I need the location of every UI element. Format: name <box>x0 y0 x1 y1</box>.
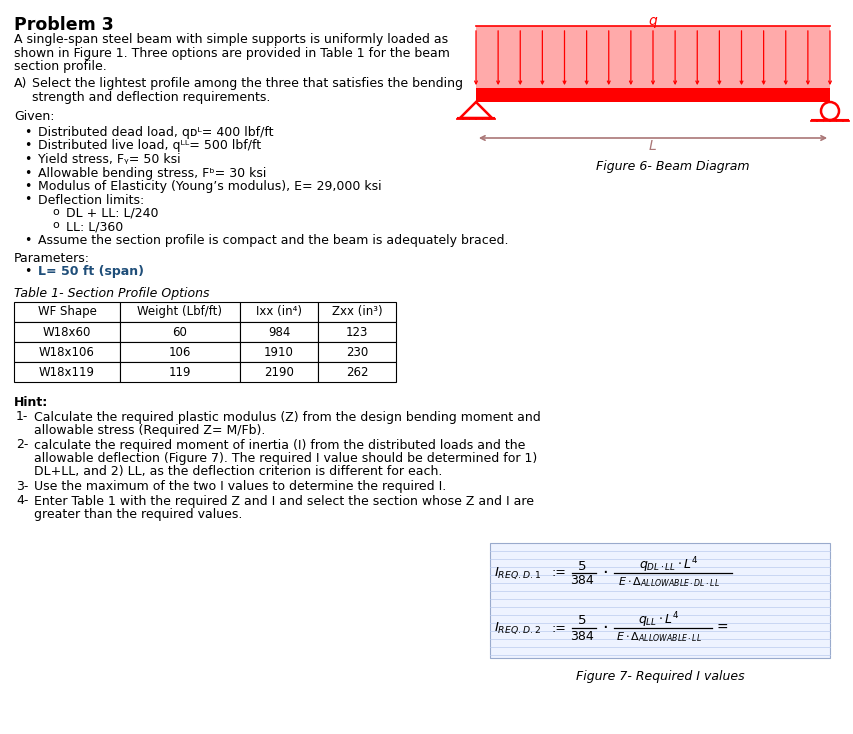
Text: Use the maximum of the two I values to determine the required I.: Use the maximum of the two I values to d… <box>34 480 446 493</box>
Text: allowable deflection (Figure 7). The required I value should be determined for 1: allowable deflection (Figure 7). The req… <box>34 452 537 465</box>
Bar <box>120 322 240 342</box>
Text: WF Shape: WF Shape <box>38 305 96 319</box>
Text: :=: := <box>551 622 566 634</box>
Text: $E\cdot\Delta_{ALLOWABLE\cdot DL\cdot LL}$: $E\cdot\Delta_{ALLOWABLE\cdot DL\cdot LL… <box>618 575 719 589</box>
Text: Problem 3: Problem 3 <box>14 16 113 34</box>
Text: •: • <box>24 234 32 247</box>
Text: Figure 7- Required I values: Figure 7- Required I values <box>575 670 744 683</box>
Bar <box>14 362 120 382</box>
Text: Allowable bending stress, Fᵇ= 30 ksi: Allowable bending stress, Fᵇ= 30 ksi <box>38 167 266 180</box>
Text: greater than the required values.: greater than the required values. <box>34 508 242 521</box>
Text: 119: 119 <box>169 366 191 379</box>
Text: A): A) <box>14 78 27 90</box>
Text: DL + LL: L/240: DL + LL: L/240 <box>66 207 159 220</box>
Text: Table 1- Section Profile Options: Table 1- Section Profile Options <box>14 286 209 299</box>
Text: •: • <box>24 139 32 153</box>
Text: 5: 5 <box>577 614 585 628</box>
Text: Select the lightest profile among the three that satisfies the bending: Select the lightest profile among the th… <box>32 78 462 90</box>
Text: •: • <box>24 126 32 139</box>
Text: $I_{REQ.D.2}$: $I_{REQ.D.2}$ <box>493 620 541 636</box>
Bar <box>14 322 120 342</box>
Text: ·: · <box>601 564 607 582</box>
Text: Figure 6- Beam Diagram: Figure 6- Beam Diagram <box>595 160 749 173</box>
Text: 106: 106 <box>169 346 191 358</box>
Text: ·: · <box>601 619 607 637</box>
Text: L: L <box>648 139 656 153</box>
Text: 230: 230 <box>345 346 368 358</box>
Text: 3-: 3- <box>16 480 28 493</box>
Text: section profile.: section profile. <box>14 60 107 73</box>
Text: L= 50 ft (span): L= 50 ft (span) <box>38 265 144 278</box>
Text: 4-: 4- <box>16 495 28 507</box>
Text: :=: := <box>551 567 566 580</box>
Text: 1-: 1- <box>16 410 28 424</box>
Bar <box>120 362 240 382</box>
Text: Distributed dead load, qᴅᴸ= 400 lbf/ft: Distributed dead load, qᴅᴸ= 400 lbf/ft <box>38 126 273 139</box>
Text: •: • <box>24 180 32 193</box>
Text: $q_{DL\cdot LL}\cdot L^{4}$: $q_{DL\cdot LL}\cdot L^{4}$ <box>639 555 698 575</box>
Bar <box>317 302 396 322</box>
Text: shown in Figure 1. Three options are provided in Table 1 for the beam: shown in Figure 1. Three options are pro… <box>14 46 450 59</box>
Text: o: o <box>52 207 59 217</box>
Bar <box>240 322 317 342</box>
Text: Zxx (in³): Zxx (in³) <box>331 305 382 319</box>
Bar <box>317 322 396 342</box>
Text: Hint:: Hint: <box>14 396 48 409</box>
Text: W18x106: W18x106 <box>39 346 95 358</box>
Text: 984: 984 <box>268 325 290 338</box>
Text: 5: 5 <box>577 559 585 573</box>
Text: Yield stress, Fᵧ= 50 ksi: Yield stress, Fᵧ= 50 ksi <box>38 153 181 166</box>
Bar <box>490 543 829 658</box>
Text: 1910: 1910 <box>264 346 293 358</box>
Text: •: • <box>24 265 32 278</box>
Bar <box>240 342 317 362</box>
Text: Enter Table 1 with the required Z and I and select the section whose Z and I are: Enter Table 1 with the required Z and I … <box>34 495 533 507</box>
Text: allowable stress (Required Z= M/Fb).: allowable stress (Required Z= M/Fb). <box>34 424 265 437</box>
Text: Distributed live load, qᴸᴸ= 500 lbf/ft: Distributed live load, qᴸᴸ= 500 lbf/ft <box>38 139 261 153</box>
Text: $I_{REQ.D.1}$: $I_{REQ.D.1}$ <box>493 565 541 581</box>
Text: =: = <box>717 621 728 635</box>
Text: Ixx (in⁴): Ixx (in⁴) <box>256 305 302 319</box>
Text: •: • <box>24 153 32 166</box>
Text: LL: L/360: LL: L/360 <box>66 220 123 233</box>
Text: Modulus of Elasticity (Young’s modulus), E= 29,000 ksi: Modulus of Elasticity (Young’s modulus),… <box>38 180 381 193</box>
Bar <box>14 302 120 322</box>
Text: 384: 384 <box>570 575 593 587</box>
Text: 2-: 2- <box>16 438 28 451</box>
Bar <box>475 88 829 102</box>
Text: $E\cdot\Delta_{ALLOWABLE\cdot LL}$: $E\cdot\Delta_{ALLOWABLE\cdot LL}$ <box>615 630 701 644</box>
Text: •: • <box>24 194 32 206</box>
Text: Given:: Given: <box>14 111 55 123</box>
Text: o: o <box>52 220 59 230</box>
Bar <box>317 342 396 362</box>
Text: Weight (Lbf/ft): Weight (Lbf/ft) <box>137 305 223 319</box>
Text: 262: 262 <box>345 366 368 379</box>
Bar <box>240 362 317 382</box>
Bar <box>240 302 317 322</box>
Bar <box>317 362 396 382</box>
Text: DL+LL, and 2) LL, as the deflection criterion is different for each.: DL+LL, and 2) LL, as the deflection crit… <box>34 465 442 479</box>
Text: $q_{LL}\cdot L^{4}$: $q_{LL}\cdot L^{4}$ <box>637 610 679 630</box>
Text: Parameters:: Parameters: <box>14 252 90 264</box>
Text: 60: 60 <box>172 325 187 338</box>
Text: Assume the section profile is compact and the beam is adequately braced.: Assume the section profile is compact an… <box>38 234 508 247</box>
Text: strength and deflection requirements.: strength and deflection requirements. <box>32 91 270 104</box>
Text: 2190: 2190 <box>264 366 293 379</box>
Bar <box>475 26 829 88</box>
Text: A single-span steel beam with simple supports is uniformly loaded as: A single-span steel beam with simple sup… <box>14 33 448 46</box>
Text: Deflection limits:: Deflection limits: <box>38 194 144 206</box>
Bar <box>120 342 240 362</box>
Text: q: q <box>648 14 657 28</box>
Text: W18x60: W18x60 <box>43 325 91 338</box>
Text: •: • <box>24 167 32 180</box>
Text: W18x119: W18x119 <box>39 366 95 379</box>
Text: 384: 384 <box>570 630 593 642</box>
Bar <box>120 302 240 322</box>
Text: calculate the required moment of inertia (I) from the distributed loads and the: calculate the required moment of inertia… <box>34 438 525 451</box>
Text: 123: 123 <box>345 325 368 338</box>
Text: Calculate the required plastic modulus (Z) from the design bending moment and: Calculate the required plastic modulus (… <box>34 410 540 424</box>
Bar <box>14 342 120 362</box>
